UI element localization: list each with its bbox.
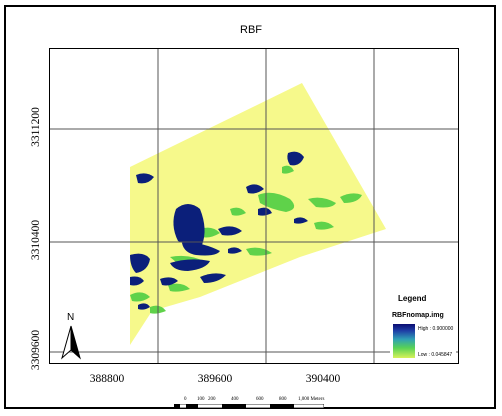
map-area (49, 48, 459, 364)
scalebar-label: 1,000 Meters (298, 397, 325, 402)
high-value-patches (130, 151, 308, 310)
scalebar (174, 404, 324, 408)
legend-color-ramp (393, 324, 415, 358)
legend-layer-name: RBFnomap.img (392, 312, 444, 319)
legend-low-label: Low : 0.045847 (418, 352, 453, 358)
map-title: RBF (240, 24, 262, 36)
raster-layer (50, 49, 458, 363)
scalebar-label: 800 (279, 397, 287, 402)
scalebar-label: 200 (208, 397, 216, 402)
scalebar-label: 400 (231, 397, 239, 402)
x-tick-3: 390400 (305, 373, 341, 385)
north-arrow-label: N (67, 312, 75, 323)
legend-title: Legend (398, 294, 427, 303)
y-tick-1: 3311200 (30, 107, 42, 147)
x-tick-2: 389600 (197, 373, 233, 385)
north-arrow-icon (61, 325, 81, 360)
scalebar-labels: 0 100 200 400 600 800 1,000 Meters (172, 397, 372, 405)
legend-high-label: High : 0.900000 (418, 326, 454, 332)
scalebar-label: 100 (197, 397, 205, 402)
x-tick-1: 388800 (89, 373, 125, 385)
legend: Legend RBFnomap.img High : 0.900000 Low … (390, 288, 456, 362)
scalebar-label: 600 (256, 397, 264, 402)
y-tick-2: 3310400 (30, 219, 42, 261)
y-tick-3: 3309600 (30, 329, 42, 371)
scalebar-label: 0 (184, 397, 187, 402)
